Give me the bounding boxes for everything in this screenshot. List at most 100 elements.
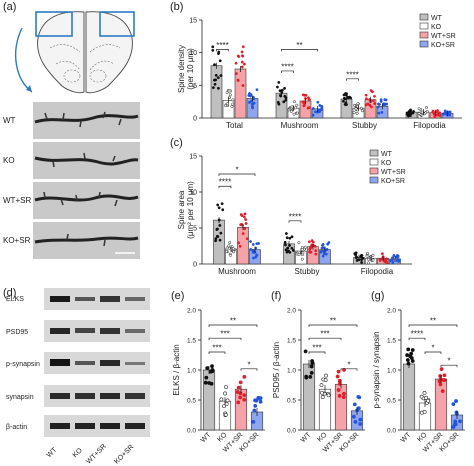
data-point xyxy=(238,244,242,248)
data-point xyxy=(358,417,363,422)
data-point xyxy=(304,375,309,380)
data-point xyxy=(283,243,287,247)
data-point xyxy=(366,251,370,255)
chart-spine-area: 0 5 10 15 Spine area (μm² per 10 μm) Mushroom S… xyxy=(177,149,412,276)
data-point xyxy=(240,60,244,64)
data-point xyxy=(218,223,222,227)
data-point xyxy=(406,347,411,352)
data-point xyxy=(249,94,253,98)
data-point xyxy=(238,395,243,400)
data-point xyxy=(320,106,324,110)
data-point xyxy=(230,105,234,108)
data-point xyxy=(341,395,346,400)
legend-swatch xyxy=(369,176,379,184)
data-point xyxy=(231,98,235,102)
x-tick-label: WT xyxy=(400,431,413,444)
y-tick-label: 10 xyxy=(189,190,197,197)
data-point xyxy=(320,395,325,399)
data-point xyxy=(224,385,228,389)
data-point xyxy=(258,399,263,404)
data-point xyxy=(211,45,215,49)
data-point xyxy=(384,98,388,102)
data-point xyxy=(364,97,368,101)
data-point xyxy=(355,111,359,115)
y-axis-label-line: (μm² per 10 μm) xyxy=(186,181,195,239)
data-point xyxy=(310,243,314,247)
data-point xyxy=(314,110,317,114)
data-point xyxy=(354,107,358,111)
data-point xyxy=(282,100,286,104)
x-tick-label-group: KO xyxy=(316,431,328,443)
significance-bracket xyxy=(308,337,342,341)
y-tick-label: 2.0 xyxy=(387,308,396,315)
data-point xyxy=(355,255,359,259)
data-point xyxy=(306,106,310,110)
data-point xyxy=(318,108,322,112)
bar-wt xyxy=(202,369,216,431)
y-axis-label: ELKS / β-actin xyxy=(172,344,181,395)
data-point xyxy=(380,110,384,114)
data-point xyxy=(227,244,231,248)
data-point xyxy=(453,419,458,424)
x-tick-label: Total xyxy=(226,121,243,130)
x-tick-label: KO xyxy=(216,431,228,443)
x-tick-label: KO xyxy=(316,431,328,443)
data-point xyxy=(380,252,384,256)
data-point xyxy=(310,359,314,363)
data-point xyxy=(382,102,386,106)
chart-spine-density: 0 5 10 15 Spine density (per 10 μm) Total Mushr… xyxy=(177,13,462,130)
blot-psd95 xyxy=(44,320,150,342)
arrow-curve xyxy=(15,27,33,93)
data-point xyxy=(284,248,288,252)
data-point xyxy=(219,397,224,402)
data-point xyxy=(442,373,447,378)
data-point xyxy=(320,390,324,395)
legend-swatch xyxy=(369,149,379,157)
data-point xyxy=(417,112,421,116)
significance-label: * xyxy=(431,344,434,353)
data-point xyxy=(383,260,387,263)
significance-label: ** xyxy=(430,317,436,326)
legend-label: WT xyxy=(381,151,393,158)
data-point xyxy=(365,254,369,258)
data-point xyxy=(385,261,389,265)
legend-label: KO xyxy=(431,24,442,31)
y-axis-label: Spine area (μm² per 10 μm) xyxy=(177,181,195,239)
data-point xyxy=(356,102,360,106)
data-point xyxy=(223,412,228,417)
panel-label-d: (d) xyxy=(3,287,17,299)
data-point xyxy=(240,65,244,69)
data-point xyxy=(309,246,312,250)
data-point xyxy=(288,236,292,240)
significance-label: ** xyxy=(330,317,336,326)
data-point xyxy=(295,103,299,107)
y-tick-label: 1.5 xyxy=(387,338,396,345)
data-point xyxy=(410,348,415,352)
data-point xyxy=(443,109,447,113)
data-point xyxy=(438,382,443,387)
significance-bracket xyxy=(281,49,318,52)
significance-label: *** xyxy=(320,330,329,339)
blot-label-psd95: PSD95 xyxy=(6,329,29,336)
legend-label: KO xyxy=(381,160,392,167)
legend-swatch xyxy=(419,31,429,39)
data-point xyxy=(345,103,348,107)
data-point xyxy=(225,250,228,253)
data-point xyxy=(205,366,210,371)
data-point xyxy=(232,250,236,254)
data-point xyxy=(394,255,398,259)
data-point xyxy=(360,109,364,113)
data-point xyxy=(241,84,245,87)
data-point xyxy=(255,253,259,257)
x-tick-label: Mushroom xyxy=(218,267,256,276)
x-tick-label: Stubby xyxy=(295,267,320,276)
significance-label: **** xyxy=(219,178,231,187)
data-point xyxy=(286,246,290,250)
significance-label: ** xyxy=(230,317,236,326)
data-point xyxy=(354,251,358,255)
data-point xyxy=(377,111,381,115)
data-point xyxy=(301,251,305,255)
significance-bracket xyxy=(208,324,258,327)
y-axis-label-line: p-synapsin / synapsin xyxy=(372,332,381,409)
blot-lane-label-kosr: KO+SR xyxy=(113,443,136,466)
